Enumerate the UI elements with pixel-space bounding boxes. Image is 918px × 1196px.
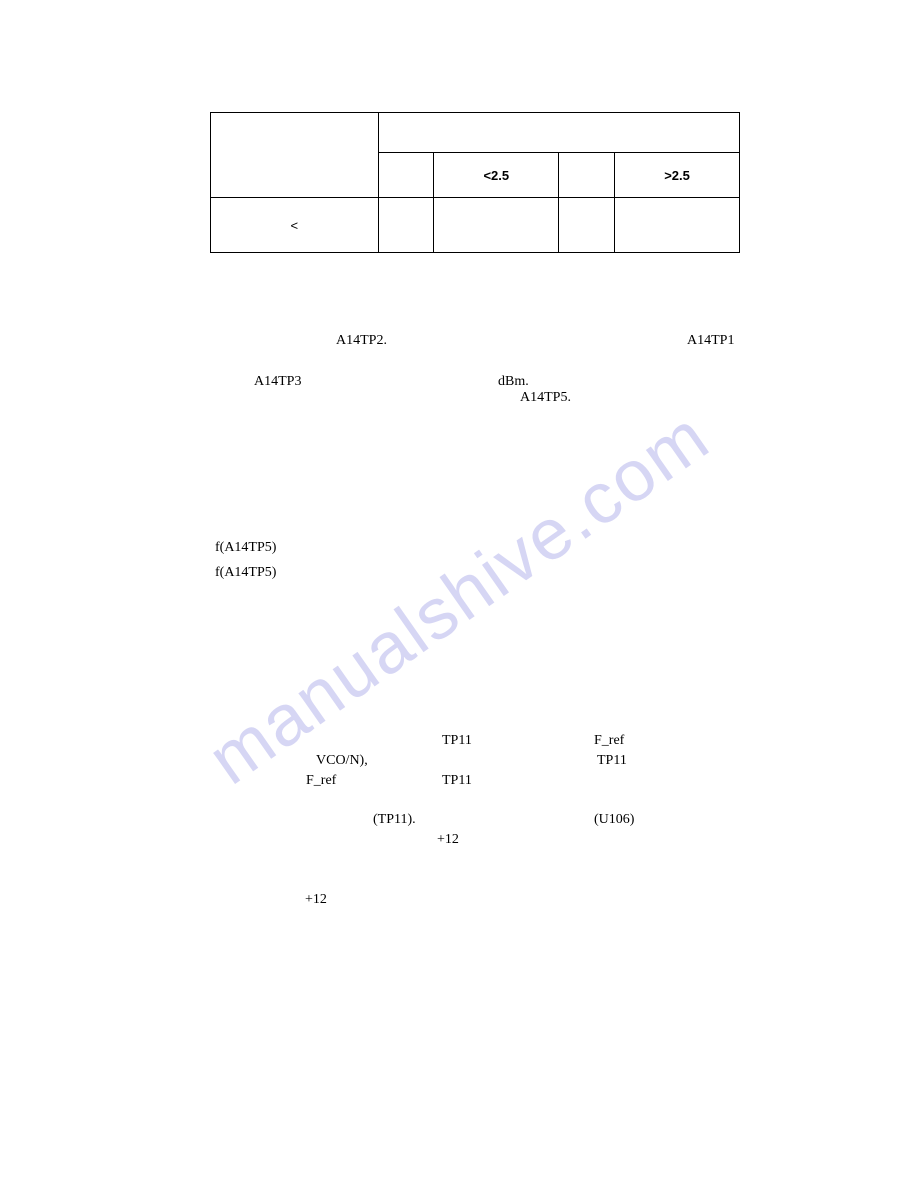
- text-a14tp2: A14TP2.: [336, 333, 387, 349]
- text-tp11-3: TP11: [442, 773, 472, 789]
- text-vcon: VCO/N),: [316, 753, 368, 769]
- table-header-col2: >2.5: [615, 153, 740, 198]
- table-header-col1: <2.5: [434, 153, 559, 198]
- text-a14tp1: A14TP1: [687, 333, 734, 349]
- text-a14tp3: A14TP3: [254, 374, 301, 390]
- text-dbm: dBm.: [498, 374, 529, 390]
- text-fa14tp5-2: f(A14TP5): [215, 565, 276, 581]
- text-tp11-paren: (TP11).: [373, 812, 416, 828]
- text-a14tp5: A14TP5.: [520, 390, 571, 406]
- text-tp11-1: TP11: [442, 733, 472, 749]
- text-plus12-1: +12: [437, 832, 459, 848]
- text-fref-1: F_ref: [594, 733, 624, 749]
- text-fref-2: F_ref: [306, 773, 336, 789]
- text-plus12-2: +12: [305, 892, 327, 908]
- table-row-label: <: [211, 198, 379, 253]
- text-fa14tp5-1: f(A14TP5): [215, 540, 276, 556]
- text-u106: (U106): [594, 812, 634, 828]
- text-tp11-2: TP11: [597, 753, 627, 769]
- data-table: <2.5 >2.5 <: [210, 112, 740, 253]
